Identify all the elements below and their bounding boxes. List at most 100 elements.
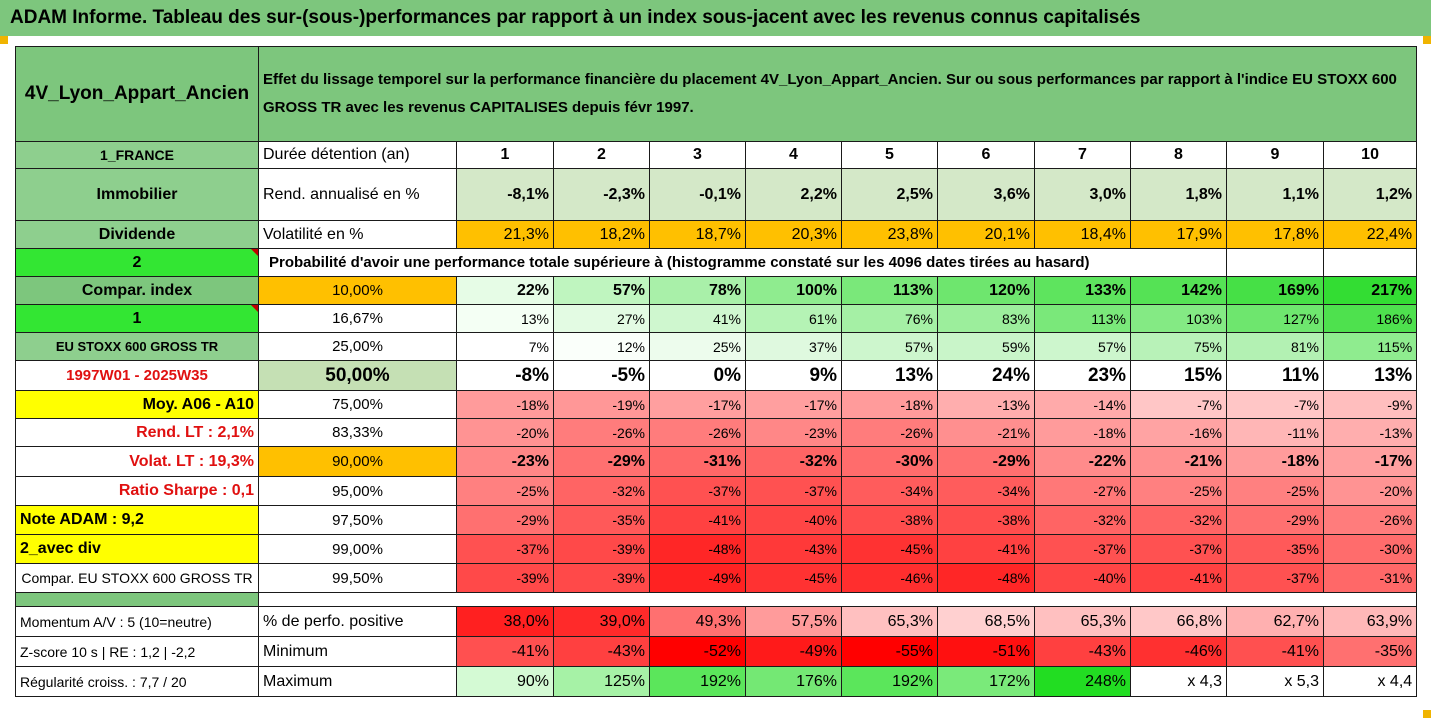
- quantile-1-value-8: 142%: [1130, 276, 1227, 305]
- quantile-1-value-5: 113%: [841, 276, 938, 305]
- maximum-value-10: x 4,4: [1322, 666, 1418, 697]
- vol-value-3: 18,7%: [649, 220, 746, 249]
- gap-spacer: [257, 592, 1418, 607]
- quantile-4-value-5: 13%: [841, 360, 938, 391]
- moy-cell: Moy. A06 - A10: [15, 390, 259, 419]
- minimum-value-3: -52%: [649, 636, 746, 667]
- regularite-cell: Régularité croiss. : 7,7 / 20: [15, 666, 259, 697]
- quantile-2-value-8: 103%: [1130, 304, 1227, 333]
- quantile-6-pct: 83,33%: [258, 418, 457, 447]
- quantile-6-value-7: -18%: [1034, 418, 1131, 447]
- quantile-3-value-9: 81%: [1226, 332, 1324, 361]
- perfo-pos-label: % de perfo. positive: [258, 606, 457, 637]
- quantile-8-value-6: -34%: [937, 476, 1035, 506]
- proba-empty-2: [1322, 248, 1418, 277]
- maximum-label: Maximum: [258, 666, 457, 697]
- quantile-4-pct: 50,00%: [258, 360, 457, 391]
- rend-value-8: 1,8%: [1130, 168, 1227, 221]
- quantile-10-value-5: -45%: [841, 534, 938, 564]
- quantile-6-value-2: -26%: [553, 418, 650, 447]
- quantile-2-value-7: 113%: [1034, 304, 1131, 333]
- quantile-5-value-7: -14%: [1034, 390, 1131, 419]
- maximum-value-8: x 4,3: [1130, 666, 1227, 697]
- quantile-4-value-3: 0%: [649, 360, 746, 391]
- quantile-6-value-5: -26%: [841, 418, 938, 447]
- quantile-6-value-10: -13%: [1322, 418, 1418, 447]
- quantile-8-value-10: -20%: [1322, 476, 1418, 506]
- quantile-3-value-6: 59%: [937, 332, 1035, 361]
- vol-label: Volatilité en %: [258, 220, 457, 249]
- year-header-10: 10: [1322, 141, 1418, 169]
- perfo-pos-value-5: 65,3%: [841, 606, 938, 637]
- maximum-value-9: x 5,3: [1226, 666, 1324, 697]
- quantile-8-value-9: -25%: [1226, 476, 1324, 506]
- quantile-9-value-5: -38%: [841, 505, 938, 535]
- quantile-3-value-10: 115%: [1322, 332, 1418, 361]
- quantile-10-pct: 99,00%: [258, 534, 457, 564]
- quantile-2-value-10: 186%: [1322, 304, 1418, 333]
- quantile-7-value-8: -21%: [1130, 446, 1227, 477]
- vol-value-5: 23,8%: [841, 220, 938, 249]
- maximum-value-1: 90%: [456, 666, 554, 697]
- quantile-5-value-6: -13%: [937, 390, 1035, 419]
- rend-lt-cell: Rend. LT : 2,1%: [15, 418, 259, 447]
- quantile-8-value-1: -25%: [456, 476, 554, 506]
- quantile-1-value-6: 120%: [937, 276, 1035, 305]
- quantile-9-value-4: -40%: [745, 505, 842, 535]
- rend-value-9: 1,1%: [1226, 168, 1324, 221]
- country-cell: 1_FRANCE: [15, 141, 259, 169]
- maximum-value-6: 172%: [937, 666, 1035, 697]
- quantile-7-value-6: -29%: [937, 446, 1035, 477]
- report-title: ADAM Informe. Tableau des sur-(sous-)per…: [0, 0, 1431, 36]
- sharpe-cell: Ratio Sharpe : 0,1: [15, 476, 259, 506]
- maximum-value-7: 248%: [1034, 666, 1131, 697]
- rend-value-2: -2,3%: [553, 168, 650, 221]
- quantile-11-value-4: -45%: [745, 563, 842, 593]
- year-header-9: 9: [1226, 141, 1324, 169]
- corner-marker-right: [1423, 36, 1431, 44]
- quantile-9-value-10: -26%: [1322, 505, 1418, 535]
- vol-value-9: 17,8%: [1226, 220, 1324, 249]
- perfo-pos-value-8: 66,8%: [1130, 606, 1227, 637]
- quantile-11-value-9: -37%: [1226, 563, 1324, 593]
- quantile-4-value-2: -5%: [553, 360, 650, 391]
- quantile-1-value-4: 100%: [745, 276, 842, 305]
- minimum-label: Minimum: [258, 636, 457, 667]
- quantile-8-value-3: -37%: [649, 476, 746, 506]
- asset-class-cell: Immobilier: [15, 168, 259, 221]
- quantile-6-value-1: -20%: [456, 418, 554, 447]
- year-header-2: 2: [553, 141, 650, 169]
- quantile-8-value-8: -25%: [1130, 476, 1227, 506]
- quantile-5-value-10: -9%: [1322, 390, 1418, 419]
- minimum-value-4: -49%: [745, 636, 842, 667]
- quantile-9-value-6: -38%: [937, 505, 1035, 535]
- quantile-7-value-2: -29%: [553, 446, 650, 477]
- zscore-cell: Z-score 10 s | RE : 1,2 | -2,2: [15, 636, 259, 667]
- performance-table: 4V_Lyon_Appart_Ancien Effet du lissage t…: [15, 46, 1418, 697]
- quantile-6-value-8: -16%: [1130, 418, 1227, 447]
- vol-value-2: 18,2%: [553, 220, 650, 249]
- quantile-3-value-7: 57%: [1034, 332, 1131, 361]
- quantile-5-value-4: -17%: [745, 390, 842, 419]
- perfo-pos-value-2: 39,0%: [553, 606, 650, 637]
- quantile-5-value-3: -17%: [649, 390, 746, 419]
- country-label: 1_FRANCE: [100, 147, 174, 163]
- quantile-10-value-4: -43%: [745, 534, 842, 564]
- quantile-1-value-1: 22%: [456, 276, 554, 305]
- quantile-10-value-8: -37%: [1130, 534, 1227, 564]
- note-adam-cell: Note ADAM : 9,2: [15, 505, 259, 535]
- proba-label: Probabilité d'avoir une performance tota…: [258, 248, 1227, 277]
- quantile-4-value-1: -8%: [456, 360, 554, 391]
- quantile-3-value-1: 7%: [456, 332, 554, 361]
- quantile-6-value-6: -21%: [937, 418, 1035, 447]
- quantile-11-value-8: -41%: [1130, 563, 1227, 593]
- perfo-pos-value-3: 49,3%: [649, 606, 746, 637]
- quantile-2-value-3: 41%: [649, 304, 746, 333]
- quantile-11-value-2: -39%: [553, 563, 650, 593]
- minimum-value-5: -55%: [841, 636, 938, 667]
- quantile-6-value-4: -23%: [745, 418, 842, 447]
- report-title-text: ADAM Informe. Tableau des sur-(sous-)per…: [10, 7, 1141, 28]
- quantile-10-value-2: -39%: [553, 534, 650, 564]
- quantile-1-value-7: 133%: [1034, 276, 1131, 305]
- quantile-10-value-6: -41%: [937, 534, 1035, 564]
